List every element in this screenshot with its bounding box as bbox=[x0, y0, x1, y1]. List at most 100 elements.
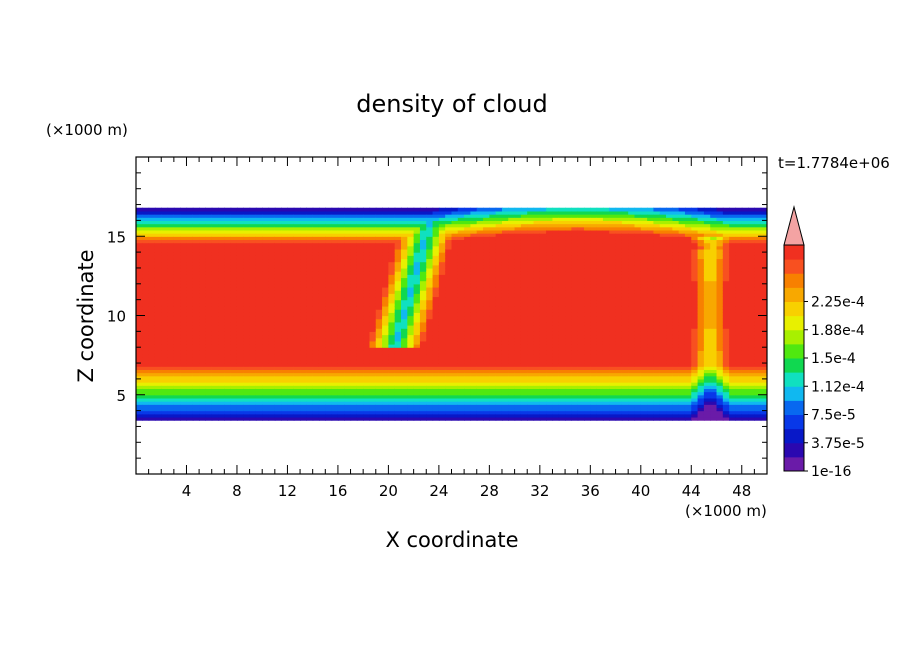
density-cell bbox=[552, 334, 560, 339]
density-cell bbox=[369, 397, 377, 402]
density-cell bbox=[546, 223, 554, 228]
density-cell bbox=[413, 305, 421, 310]
density-cell bbox=[325, 290, 333, 294]
density-cell bbox=[180, 356, 188, 361]
density-cell bbox=[350, 258, 358, 263]
density-cell bbox=[236, 309, 244, 313]
density-cell bbox=[167, 233, 175, 237]
density-cell bbox=[180, 353, 188, 358]
density-cell bbox=[590, 325, 598, 329]
density-cell bbox=[199, 274, 207, 279]
density-cell bbox=[318, 325, 326, 329]
density-cell bbox=[470, 264, 478, 269]
density-cell bbox=[337, 255, 345, 260]
density-cell bbox=[527, 410, 535, 415]
density-cell bbox=[596, 382, 604, 386]
density-cell bbox=[293, 404, 301, 409]
density-cell bbox=[300, 210, 307, 215]
density-cell bbox=[438, 413, 446, 418]
density-cell bbox=[154, 207, 162, 212]
density-cell bbox=[230, 233, 238, 237]
density-cell bbox=[306, 337, 314, 342]
density-cell bbox=[489, 328, 497, 332]
density-cell bbox=[438, 296, 446, 301]
density-cell bbox=[584, 416, 591, 421]
density-cell bbox=[224, 385, 232, 390]
density-cell bbox=[577, 397, 585, 402]
density-cell bbox=[142, 388, 150, 393]
density-cell bbox=[501, 318, 509, 323]
density-cell bbox=[476, 305, 484, 310]
density-cell bbox=[142, 401, 150, 405]
density-cell bbox=[495, 385, 503, 390]
density-cell bbox=[533, 378, 541, 383]
density-cell bbox=[363, 369, 371, 374]
density-cell bbox=[590, 404, 598, 409]
density-cell bbox=[584, 233, 591, 237]
density-cell bbox=[262, 220, 270, 225]
density-cell bbox=[161, 214, 169, 218]
density-cell bbox=[451, 267, 459, 272]
density-cell bbox=[363, 261, 371, 266]
density-cell bbox=[186, 382, 194, 386]
density-cell bbox=[539, 245, 547, 250]
density-cell bbox=[344, 239, 352, 244]
density-cell bbox=[211, 217, 219, 221]
density-cell bbox=[167, 229, 175, 234]
density-cell bbox=[205, 375, 213, 380]
density-cell bbox=[527, 236, 535, 241]
density-cell bbox=[148, 302, 156, 307]
density-cell bbox=[464, 315, 472, 320]
density-cell bbox=[527, 271, 535, 275]
density-cell bbox=[350, 261, 358, 266]
density-cell bbox=[274, 359, 282, 364]
density-cell bbox=[255, 366, 263, 370]
density-cell bbox=[382, 340, 389, 345]
density-cell bbox=[167, 366, 175, 370]
density-cell bbox=[533, 252, 541, 256]
density-cell bbox=[192, 394, 200, 399]
density-cell bbox=[180, 407, 188, 412]
density-cell bbox=[312, 404, 320, 409]
density-cell bbox=[558, 356, 566, 361]
density-cell bbox=[464, 258, 472, 263]
density-cell bbox=[356, 388, 364, 393]
density-cell bbox=[476, 331, 484, 336]
density-cell bbox=[293, 309, 301, 313]
density-cell bbox=[527, 401, 535, 405]
density-cell bbox=[287, 223, 295, 228]
density-cell bbox=[577, 239, 585, 244]
density-cell bbox=[438, 280, 446, 285]
density-cell bbox=[558, 296, 566, 301]
density-cell bbox=[369, 404, 377, 409]
density-cell bbox=[432, 309, 440, 313]
density-cell bbox=[281, 359, 289, 364]
density-cell bbox=[483, 223, 490, 228]
density-cell bbox=[565, 382, 572, 386]
density-cell bbox=[375, 385, 383, 390]
density-cell bbox=[590, 372, 598, 377]
density-cell bbox=[287, 363, 295, 367]
density-cell bbox=[293, 337, 301, 342]
density-cell bbox=[167, 382, 175, 386]
density-cell bbox=[584, 404, 591, 409]
density-cell bbox=[382, 217, 389, 221]
density-cell bbox=[571, 347, 579, 351]
density-cell bbox=[445, 280, 453, 285]
density-cell bbox=[508, 277, 516, 282]
density-cell bbox=[596, 264, 604, 269]
density-cell bbox=[154, 328, 162, 332]
density-cell bbox=[142, 385, 150, 390]
density-cell bbox=[596, 226, 604, 231]
density-cell bbox=[558, 261, 566, 266]
density-cell bbox=[382, 315, 389, 320]
density-cell bbox=[413, 312, 421, 317]
density-cell bbox=[432, 325, 440, 329]
density-cell bbox=[255, 353, 263, 358]
density-cell bbox=[445, 369, 453, 374]
density-cell bbox=[205, 344, 213, 348]
density-cell bbox=[312, 337, 320, 342]
density-cell bbox=[363, 350, 371, 355]
density-cell bbox=[577, 407, 585, 412]
density-cell bbox=[382, 404, 389, 409]
